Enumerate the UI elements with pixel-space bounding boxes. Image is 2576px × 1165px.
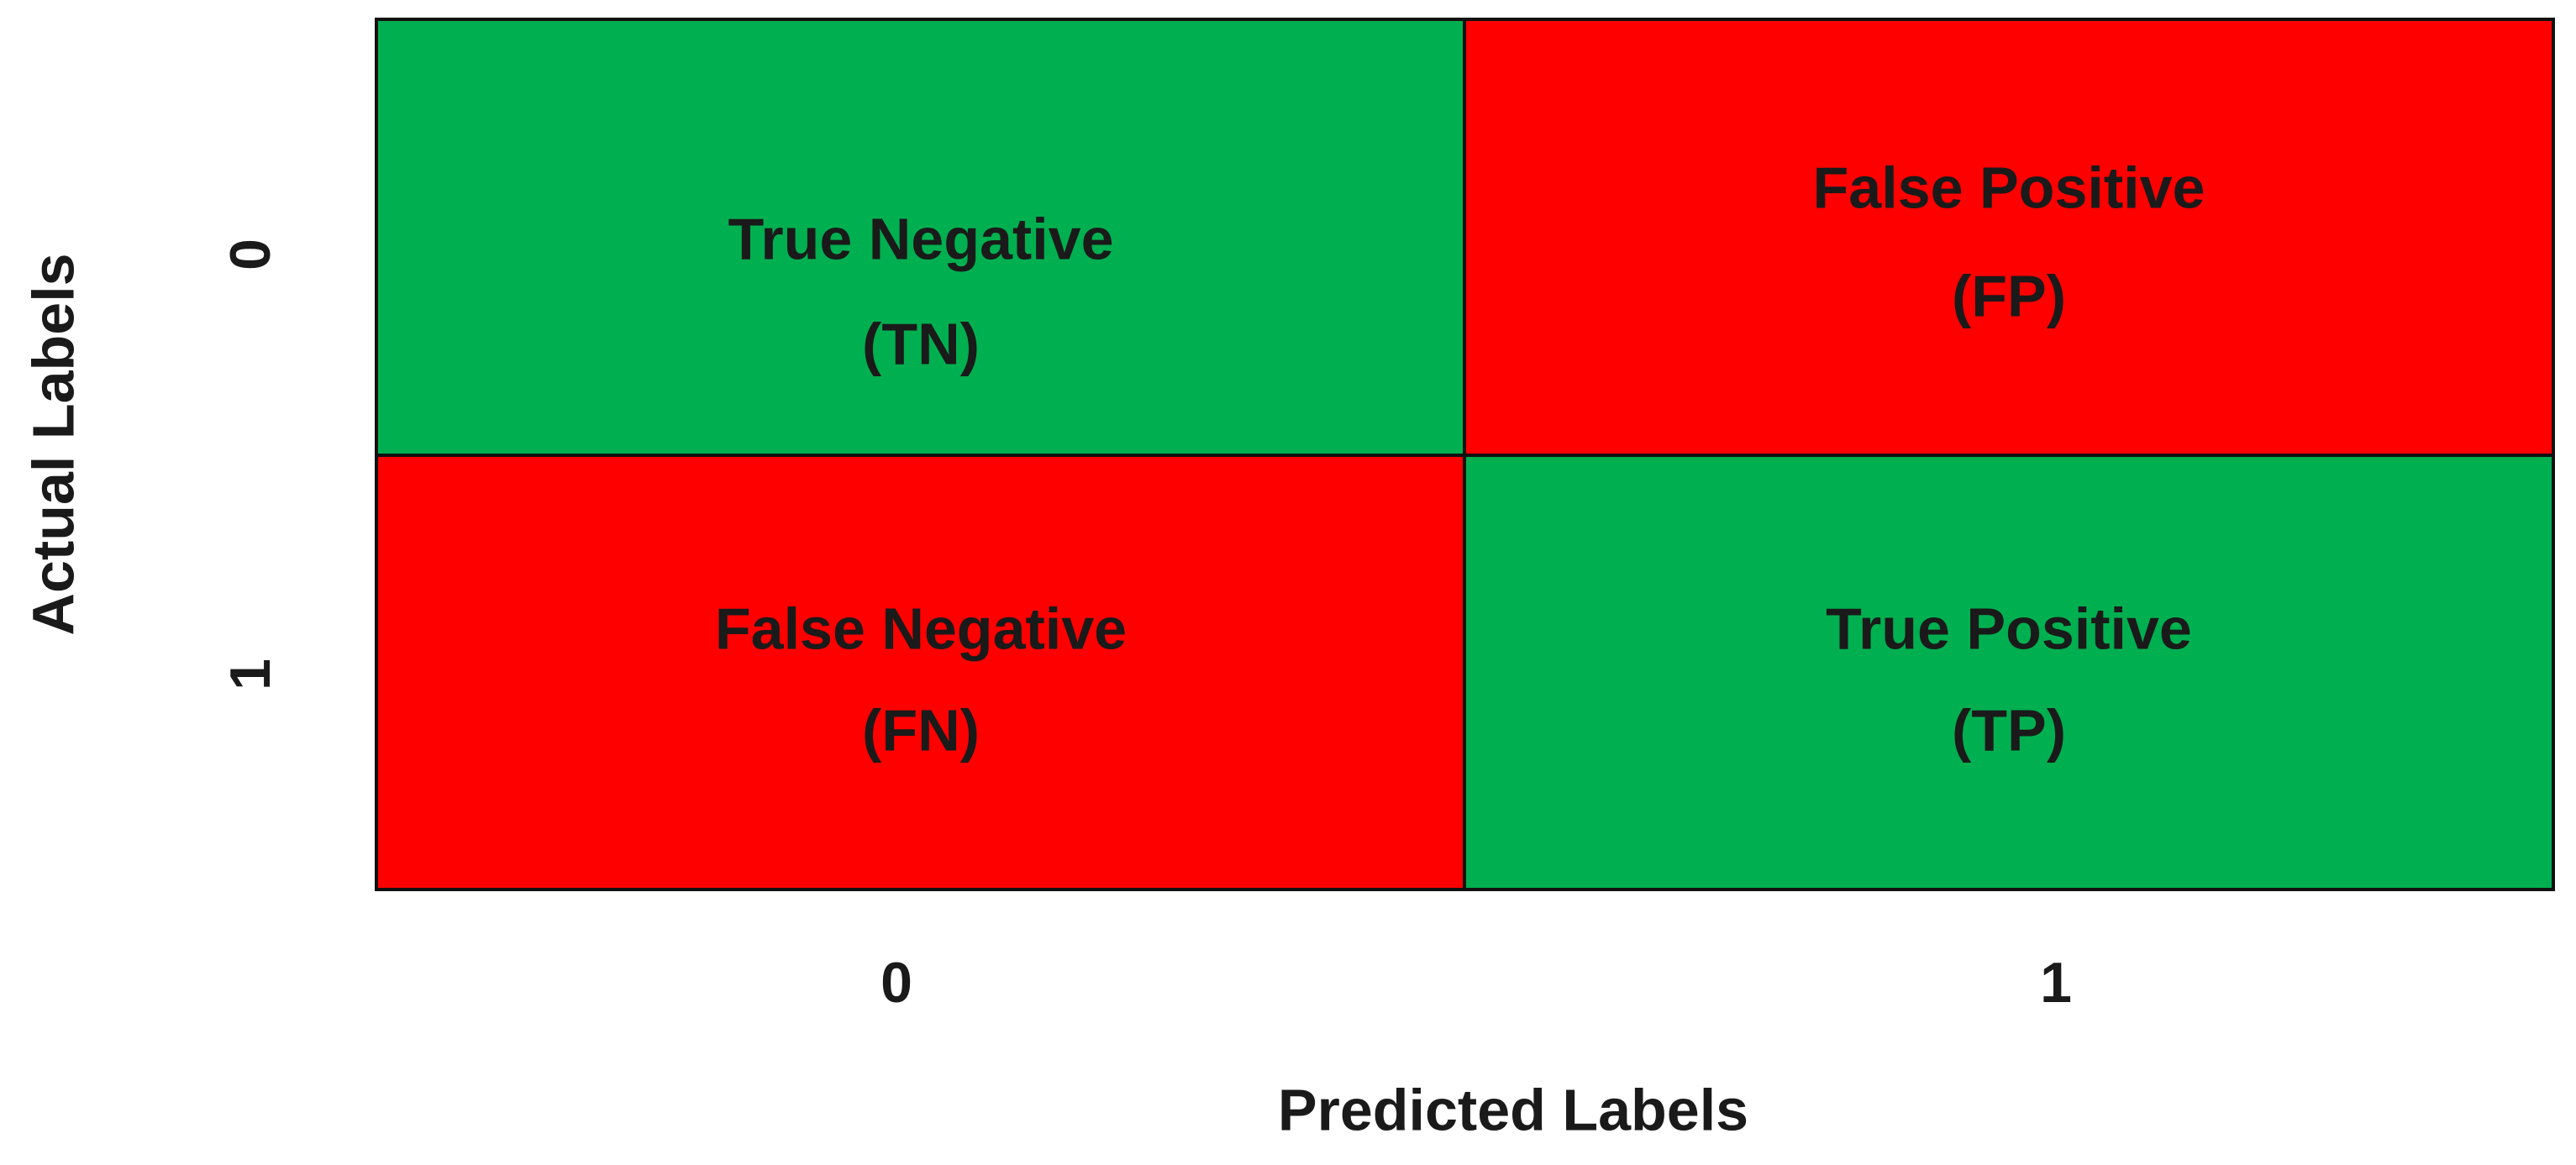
cell-label: True Negative: [728, 206, 1113, 271]
y-tick-label: 1: [218, 659, 282, 690]
cell-fn: [375, 454, 1466, 891]
y-axis-label: Actual Labels: [20, 253, 86, 635]
cell-abbr: (FN): [862, 697, 980, 763]
x-tick-label: 1: [2040, 951, 2072, 1015]
cell-tn: [375, 18, 1466, 457]
cell-abbr: (FP): [1952, 263, 2066, 328]
cell-tp: [1463, 454, 2555, 891]
cell-abbr: (TN): [862, 311, 980, 376]
x-axis-label: Predicted Labels: [1278, 1077, 1748, 1142]
x-tick-label: 0: [881, 951, 912, 1015]
cell-label: True Positive: [1826, 596, 2192, 661]
cell-label: False Positive: [1813, 155, 2205, 220]
cell-abbr: (TP): [1952, 697, 2066, 763]
cell-fp: [1463, 18, 2555, 457]
y-tick-label: 0: [218, 239, 282, 270]
cell-label: False Negative: [715, 596, 1127, 661]
